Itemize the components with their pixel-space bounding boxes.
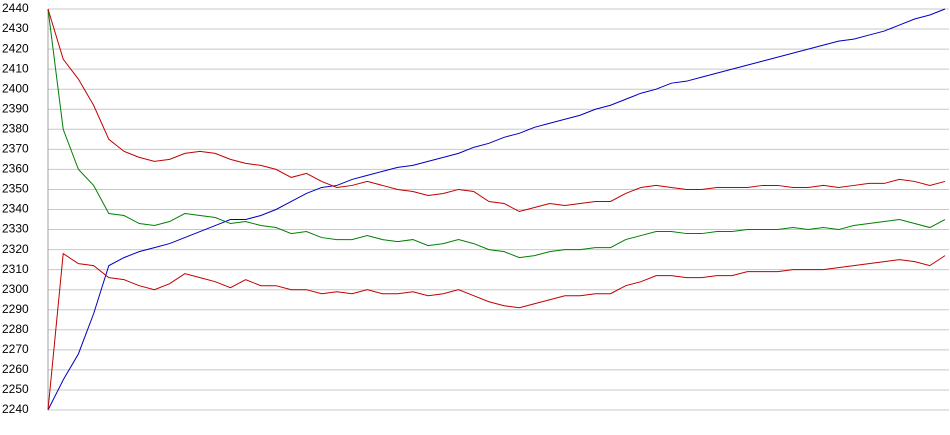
series-line: [47, 252, 946, 411]
y-tick-label: 2360: [2, 162, 29, 176]
y-tick-label: 2350: [2, 182, 29, 196]
y-tick-label: 2300: [2, 282, 29, 296]
y-tick-label: 2390: [2, 101, 29, 115]
y-tick-label: 2330: [2, 222, 29, 236]
y-tick-label: 2410: [2, 61, 29, 75]
y-tick-label: 2420: [2, 41, 29, 55]
y-tick-label: 2370: [2, 142, 29, 156]
y-tick-label: 2400: [2, 81, 29, 95]
series-line: [47, 8, 946, 213]
y-tick-label: 2340: [2, 202, 29, 216]
y-tick-label: 2270: [2, 342, 29, 356]
y-tick-label: 2440: [2, 1, 29, 15]
y-tick-label: 2290: [2, 302, 29, 316]
y-tick-label: 2320: [2, 242, 29, 256]
y-tick-label: 2240: [2, 402, 29, 416]
y-tick-label: 2430: [2, 21, 29, 35]
y-tick-label: 2250: [2, 382, 29, 396]
y-tick-label: 2260: [2, 362, 29, 376]
series-line: [47, 8, 946, 411]
y-tick-label: 2310: [2, 262, 29, 276]
y-tick-label: 2380: [2, 121, 29, 135]
y-tick-label: 2280: [2, 322, 29, 336]
series-line: [47, 8, 946, 259]
